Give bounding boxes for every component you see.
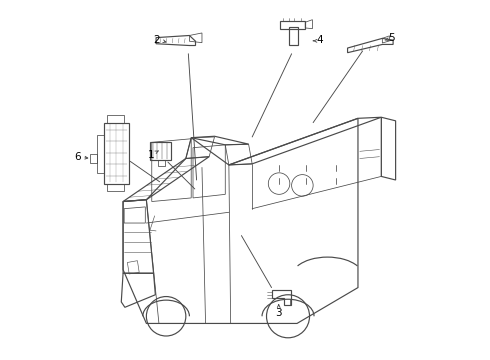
Text: 1: 1 [148,150,155,160]
Text: 5: 5 [389,33,395,43]
Text: 3: 3 [275,308,282,318]
Text: 4: 4 [317,35,323,45]
Text: 2: 2 [154,35,160,45]
Text: 6: 6 [74,152,81,162]
